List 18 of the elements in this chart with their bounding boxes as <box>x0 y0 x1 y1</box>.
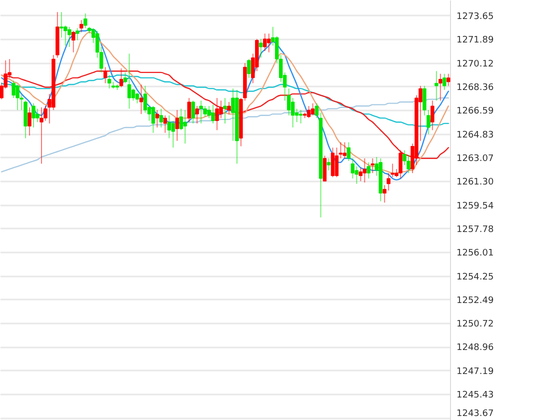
y-tick-label: 1270.12 <box>456 59 494 70</box>
y-tick-label: 1266.59 <box>456 106 494 117</box>
y-tick-label: 1263.07 <box>456 154 494 164</box>
y-tick-label: 1243.67 <box>456 409 494 420</box>
y-tick-label: 1252.49 <box>456 296 494 306</box>
y-tick-label: 1261.30 <box>456 178 494 188</box>
y-tick-label: 1248.96 <box>456 343 494 354</box>
y-tick-label: 1259.54 <box>456 201 494 212</box>
y-tick-label: 1245.43 <box>456 390 494 401</box>
y-tick-label: 1257.78 <box>456 224 494 235</box>
y-tick-label: 1247.19 <box>456 366 494 377</box>
y-tick-label: 1264.83 <box>456 130 494 140</box>
y-tick-label: 1250.72 <box>456 320 494 330</box>
y-tick-label: 1254.25 <box>456 272 494 282</box>
y-tick-label: 1256.01 <box>456 248 494 259</box>
y-tick-label: 1273.65 <box>456 12 494 22</box>
y-tick-label: 1271.89 <box>456 36 494 46</box>
y-tick-label: 1268.36 <box>456 82 494 93</box>
